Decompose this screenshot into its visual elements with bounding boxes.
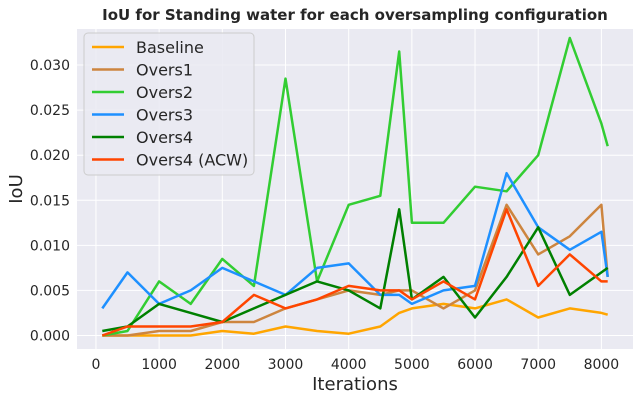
- y-axis-label: IoU: [6, 174, 27, 204]
- legend-label-2: Overs1: [136, 61, 193, 80]
- series-line-1: [102, 298, 609, 337]
- y-tick-label: 0.015: [30, 193, 70, 209]
- x-tick-label: 5000: [394, 357, 430, 373]
- x-tick-label: 0: [91, 357, 100, 373]
- x-tick-label: 6000: [457, 357, 493, 373]
- legend-label-4: Overs3: [136, 106, 193, 125]
- x-tick-label: 4000: [331, 357, 367, 373]
- x-tick-label: 2000: [204, 357, 240, 373]
- legend: Baseline Overs1 Overs2 Overs3 Overs4 Overs4 (…: [83, 32, 255, 176]
- y-tick-label: 0.030: [30, 58, 70, 74]
- x-tick-label: 1000: [141, 357, 177, 373]
- y-axis-ticks: 0.000 0.005 0.010 0.015 0.020 0.025 0.030: [30, 58, 70, 344]
- y-tick-label: 0.000: [30, 328, 70, 344]
- legend-label-6: Overs4 (ACW): [136, 151, 248, 170]
- series-line-3: [102, 36, 609, 337]
- y-tick-label: 0.005: [30, 283, 70, 299]
- series-line-6: [101, 208, 608, 337]
- y-tick-label: 0.020: [30, 148, 70, 164]
- x-axis-ticks: 0 1000 2000 3000 4000 5000 6000 7000 8000: [91, 357, 619, 373]
- x-tick-label: 8000: [584, 357, 620, 373]
- legend-label-5: Overs4: [136, 128, 193, 147]
- x-axis-label: Iterations: [312, 374, 398, 395]
- chart-title: IoU for Standing water for each oversamp…: [102, 6, 608, 24]
- legend-label-1: Baseline: [136, 38, 204, 57]
- legend-box: [83, 32, 255, 176]
- x-tick-label: 7000: [520, 357, 556, 373]
- x-tick-label: 3000: [268, 357, 304, 373]
- series-line-5: [102, 208, 609, 333]
- y-tick-label: 0.025: [30, 103, 70, 119]
- legend-label-3: Overs2: [136, 83, 193, 102]
- series-lines: [101, 36, 609, 337]
- y-tick-label: 0.010: [30, 238, 70, 254]
